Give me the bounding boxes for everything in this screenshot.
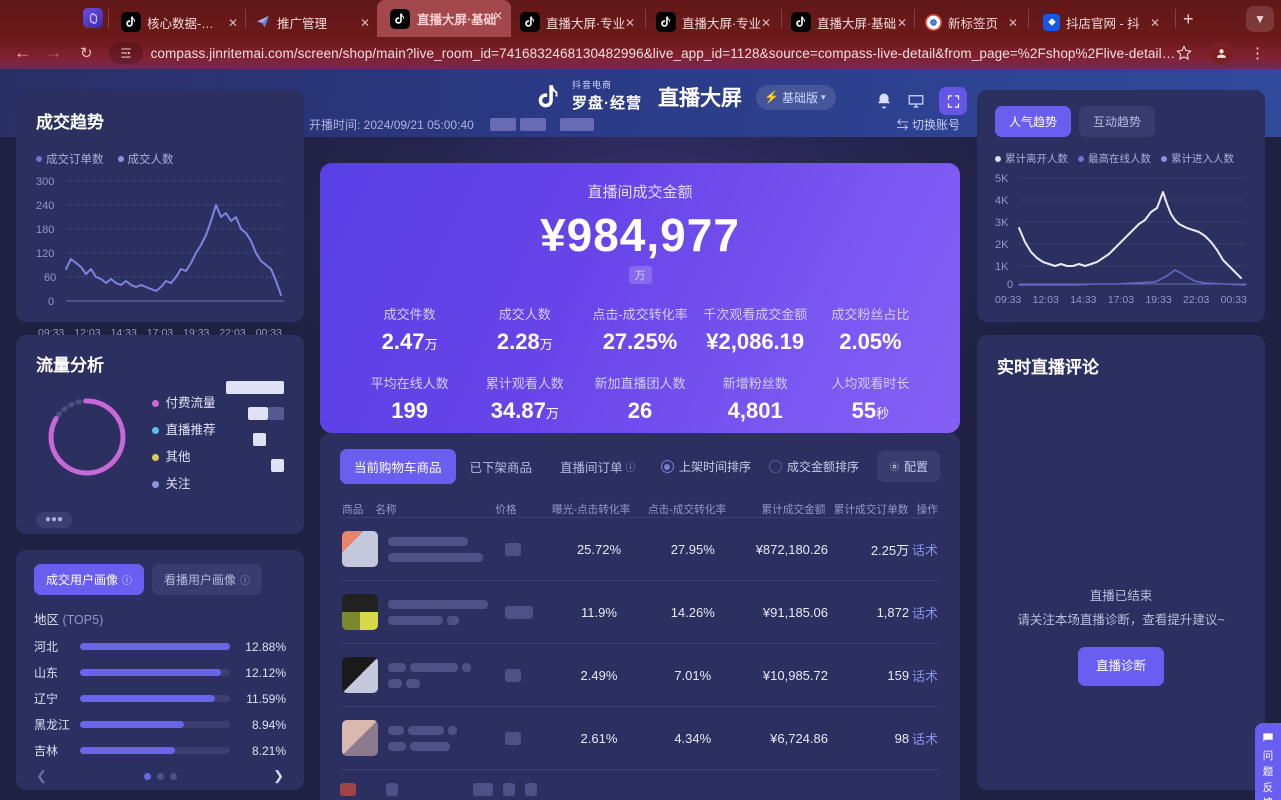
- svg-text:0: 0: [48, 296, 54, 308]
- svg-text:60: 60: [44, 272, 56, 284]
- svg-text:2K: 2K: [995, 239, 1009, 251]
- svg-text:120: 120: [36, 248, 54, 260]
- svg-text:4K: 4K: [995, 195, 1009, 207]
- svg-text:5K: 5K: [995, 174, 1009, 185]
- svg-text:300: 300: [36, 177, 54, 188]
- svg-text:180: 180: [36, 224, 54, 236]
- svg-text:240: 240: [36, 200, 54, 212]
- svg-text:3K: 3K: [995, 217, 1009, 229]
- svg-text:0: 0: [1007, 279, 1013, 291]
- svg-text:1K: 1K: [995, 261, 1009, 273]
